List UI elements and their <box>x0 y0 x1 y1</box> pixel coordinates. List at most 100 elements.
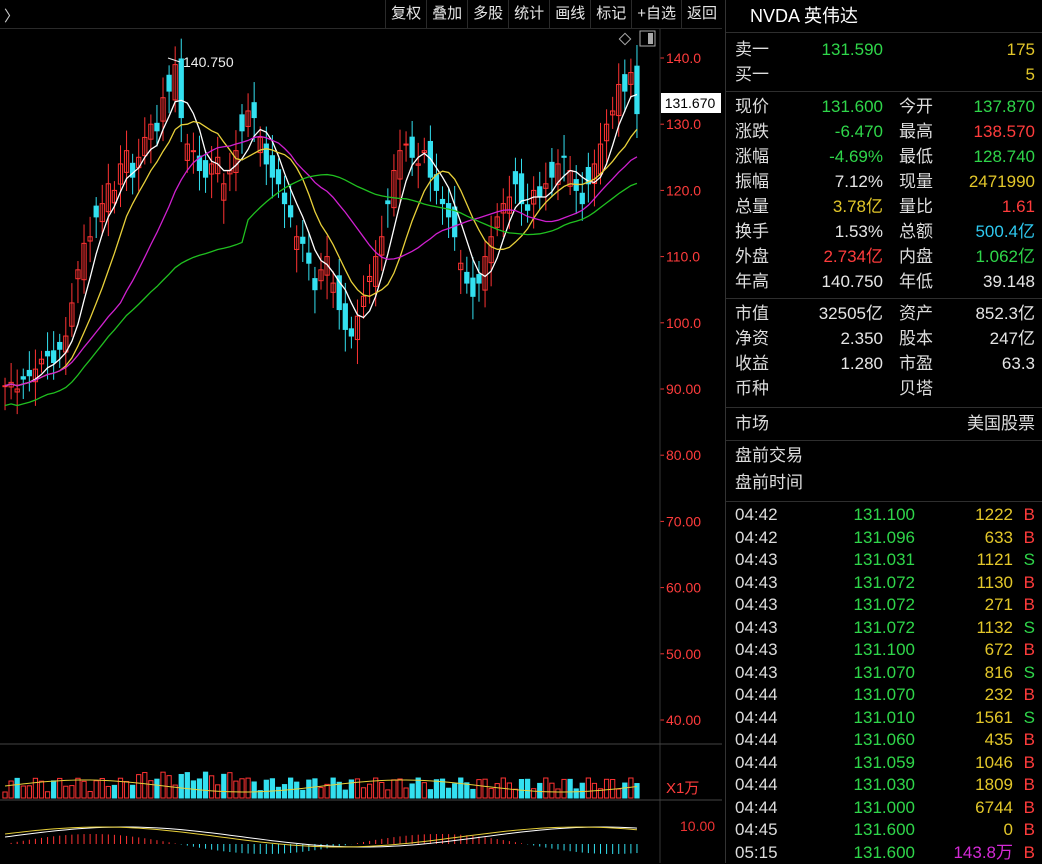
quote-row: 涨幅 -4.69% 最低 128.740 <box>726 144 1042 169</box>
toolbar-button-0[interactable]: 复权 <box>385 0 426 28</box>
tick-row: 04:43 131.031 1121 S <box>726 549 1042 572</box>
current-price-tag: 131.670 <box>665 95 716 111</box>
volume-bar <box>623 783 627 798</box>
price-tick-label: 110.0 <box>666 249 700 265</box>
volume-bar <box>276 787 280 798</box>
volume-bar <box>106 786 110 798</box>
price-tick-label: 70.00 <box>666 513 701 529</box>
volume-bar <box>82 781 86 798</box>
volume-bar <box>398 779 402 798</box>
candle <box>550 162 554 177</box>
volume-bar <box>544 778 548 798</box>
candle <box>513 172 517 184</box>
candles <box>3 39 639 414</box>
tick-row: 04:44 131.030 1809 B <box>726 774 1042 797</box>
candle <box>288 206 292 217</box>
volume-bar <box>39 781 43 798</box>
volume-bar <box>635 784 639 798</box>
volume-bar <box>94 781 98 798</box>
volume-bar <box>21 786 25 798</box>
price-tick-label: 60.00 <box>666 580 701 596</box>
fundamental-row: 净资 2.350 股本 247亿 <box>726 326 1042 351</box>
candle <box>240 115 244 131</box>
quote-row: 涨跌 -6.470 最高 138.570 <box>726 119 1042 144</box>
moving-average-lines <box>5 95 637 406</box>
premarket-time-label: 盘前时间 <box>726 469 1042 497</box>
volume-bar <box>483 779 487 798</box>
candle <box>52 351 56 363</box>
tick-row: 04:43 131.072 1130 B <box>726 572 1042 595</box>
volume-bar <box>580 783 584 798</box>
candle <box>623 75 627 91</box>
price-tick-label: 50.00 <box>666 646 701 662</box>
volume-bar <box>538 783 542 798</box>
volume-bar <box>210 776 214 798</box>
price-tick-label: 120.0 <box>666 182 701 198</box>
volume-bar <box>331 778 335 798</box>
panel-toggle-icon[interactable] <box>640 31 655 46</box>
quote-row: 现价 131.600 今开 137.870 <box>726 94 1042 119</box>
toolbar-button-2[interactable]: 多股 <box>467 0 508 28</box>
toolbar-button-5[interactable]: 标记 <box>590 0 631 28</box>
volume-bar <box>234 781 238 798</box>
candle <box>58 342 62 349</box>
candle <box>562 156 566 157</box>
volume-bar <box>288 778 292 798</box>
toolbar-button-6[interactable]: +自选 <box>631 0 681 28</box>
kline-chart[interactable]: 140.0130.0120.0110.0100.090.0080.0070.00… <box>0 29 722 863</box>
volume-bar <box>319 788 323 798</box>
volume-bar <box>124 781 128 798</box>
volume-bar <box>495 784 499 798</box>
candle <box>386 201 390 204</box>
volume-bar <box>568 779 572 798</box>
volume-bar <box>100 778 104 798</box>
fundamental-row: 收益 1.280 市盈 63.3 <box>726 351 1042 376</box>
tick-row: 04:42 131.100 1222 B <box>726 504 1042 527</box>
sell1-row: 卖一 131.590 175 <box>726 37 1042 62</box>
volume-bar <box>477 780 481 798</box>
toolbar-button-3[interactable]: 统计 <box>508 0 549 28</box>
market-row: 市场 美国股票 <box>726 408 1042 440</box>
volume-bar <box>343 790 347 798</box>
tick-row: 04:44 131.059 1046 B <box>726 752 1042 775</box>
buy1-row: 买一 5 <box>726 62 1042 87</box>
volume-bar <box>459 778 463 798</box>
volume-bar <box>446 788 450 798</box>
volume-bar <box>240 779 244 798</box>
volume-bar <box>471 789 475 798</box>
tick-row: 04:42 131.096 633 B <box>726 527 1042 550</box>
volume-bar <box>574 789 578 798</box>
collapse-arrow-icon[interactable]: 〉 <box>4 5 19 26</box>
tick-row: 04:43 131.072 1132 S <box>726 617 1042 640</box>
toolbar-button-1[interactable]: 叠加 <box>426 0 467 28</box>
ma5-line <box>5 95 637 386</box>
volume-bar <box>252 782 256 798</box>
volume-bar <box>513 789 517 798</box>
price-tick-label: 100.0 <box>666 315 701 331</box>
volume-bar <box>629 778 633 798</box>
macd-panel <box>5 827 637 854</box>
toolbar-buttons: 复权叠加多股统计画线标记+自选返回 <box>385 0 722 28</box>
candle <box>580 193 584 203</box>
candle <box>282 193 286 203</box>
tick-row: 04:44 131.000 6744 B <box>726 797 1042 820</box>
toolbar-button-4[interactable]: 画线 <box>549 0 590 28</box>
volume-bar <box>525 779 529 798</box>
candle <box>313 279 317 290</box>
volume-bar <box>453 784 457 798</box>
candle <box>301 237 305 243</box>
volume-bar <box>33 778 37 798</box>
volume-bar <box>386 790 390 798</box>
candle <box>471 278 475 296</box>
volume-bar <box>3 792 7 798</box>
volume-bar <box>203 772 207 798</box>
volume-bar <box>428 790 432 798</box>
toolbar-button-7[interactable]: 返回 <box>681 0 722 28</box>
volume-bar <box>270 779 274 798</box>
volume-bar <box>465 783 469 798</box>
volume-bar <box>562 779 566 798</box>
volume-bar <box>155 779 159 798</box>
diamond-icon[interactable] <box>619 33 630 44</box>
volume-bar <box>161 772 165 798</box>
